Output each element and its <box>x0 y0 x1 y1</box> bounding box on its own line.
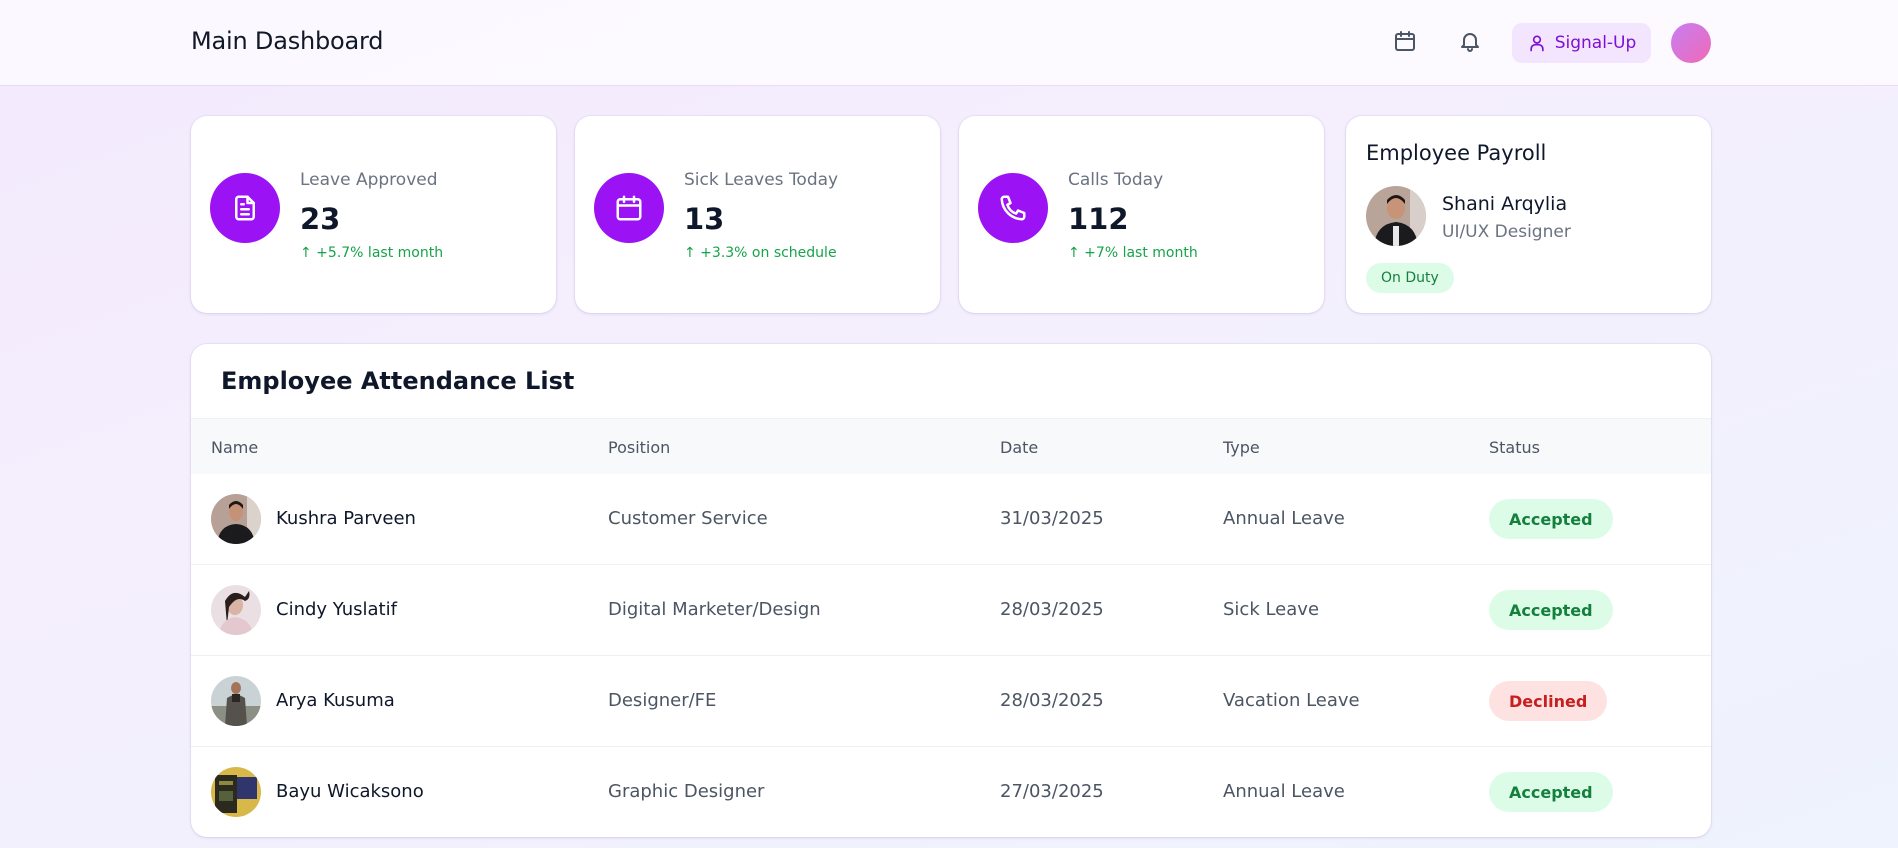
stat-change: ↑ +7% last month <box>1068 245 1198 261</box>
status-badge: Accepted <box>1489 772 1613 812</box>
person-photo-icon <box>211 676 261 726</box>
stat-label: Leave Approved <box>300 170 438 190</box>
employee-attendance-card: Employee Attendance List Name Position D… <box>191 344 1711 837</box>
stat-icon-circle <box>594 173 664 243</box>
phone-icon <box>1000 195 1026 221</box>
employee-payroll-card[interactable]: Employee Payroll Shani Arqylia UI/UX Des… <box>1346 116 1711 313</box>
top-bar: Main Dashboard Signal-Up <box>0 0 1898 86</box>
table-row[interactable]: Bayu Wicaksono Graphic Designer 27/03/20… <box>191 747 1711 837</box>
employee-avatar <box>211 767 261 817</box>
stat-label: Calls Today <box>1068 170 1164 190</box>
user-icon <box>1530 35 1544 52</box>
status-badge: Accepted <box>1489 590 1613 630</box>
document-icon <box>235 195 255 221</box>
table-row[interactable]: Kushra Parveen Customer Service 31/03/20… <box>191 474 1711 565</box>
person-photo-icon <box>211 585 261 635</box>
column-header-position[interactable]: Position <box>608 438 671 457</box>
leave-type: Annual Leave <box>1223 508 1345 529</box>
employee-name: Kushra Parveen <box>276 508 416 529</box>
person-photo-icon <box>211 494 261 544</box>
stat-card-sick-leaves: Sick Leaves Today 13 ↑ +3.3% on schedule <box>575 116 940 313</box>
status-badge: Declined <box>1489 681 1608 721</box>
stat-icon-circle <box>978 173 1048 243</box>
stat-change: ↑ +3.3% on schedule <box>684 245 837 261</box>
stat-change: ↑ +5.7% last month <box>300 245 444 261</box>
payroll-title: Employee Payroll <box>1366 141 1547 165</box>
employee-position: Customer Service <box>608 508 768 529</box>
employee-avatar <box>211 676 261 726</box>
employee-name: Shani Arqylia <box>1442 193 1568 215</box>
stat-value: 13 <box>684 202 725 236</box>
leave-type: Vacation Leave <box>1223 690 1360 711</box>
signup-button[interactable]: Signal-Up <box>1512 23 1651 63</box>
table-row[interactable]: Arya Kusuma Designer/FE 28/03/2025 Vacat… <box>191 656 1711 747</box>
calendar-button[interactable] <box>1392 28 1418 54</box>
stat-card-leave-approved: Leave Approved 23 ↑ +5.7% last month <box>191 116 556 313</box>
duty-status-badge: On Duty <box>1366 263 1454 293</box>
storefront-photo-icon <box>211 767 261 817</box>
stat-icon-circle <box>210 173 280 243</box>
page-title: Main Dashboard <box>191 27 384 55</box>
leave-type: Annual Leave <box>1223 781 1345 802</box>
employee-avatar <box>1366 186 1426 246</box>
calendar-icon <box>616 195 642 221</box>
notifications-button[interactable] <box>1457 28 1483 54</box>
employee-position: Graphic Designer <box>608 781 765 802</box>
attendance-title: Employee Attendance List <box>221 367 575 395</box>
person-photo-icon <box>1366 186 1426 246</box>
employee-position: Designer/FE <box>608 690 717 711</box>
column-header-status[interactable]: Status <box>1489 438 1540 457</box>
user-avatar[interactable] <box>1671 23 1711 63</box>
stat-label: Sick Leaves Today <box>684 170 839 190</box>
employee-avatar <box>211 494 261 544</box>
stat-value: 112 <box>1068 202 1129 236</box>
leave-type: Sick Leave <box>1223 599 1320 620</box>
employee-avatar <box>211 585 261 635</box>
status-badge: Accepted <box>1489 499 1613 539</box>
employee-role: UI/UX Designer <box>1442 222 1571 242</box>
leave-date: 31/03/2025 <box>1000 508 1104 529</box>
employee-position: Digital Marketer/Design <box>608 599 821 620</box>
bell-icon <box>1461 33 1479 52</box>
leave-date: 28/03/2025 <box>1000 599 1104 620</box>
column-header-date[interactable]: Date <box>1000 438 1039 457</box>
leave-date: 27/03/2025 <box>1000 781 1104 802</box>
employee-name: Cindy Yuslatif <box>276 599 397 620</box>
employee-name: Bayu Wicaksono <box>276 781 424 802</box>
signup-label: Signal-Up <box>1554 33 1637 53</box>
stat-value: 23 <box>300 202 341 236</box>
column-header-type[interactable]: Type <box>1223 438 1260 457</box>
leave-date: 28/03/2025 <box>1000 690 1104 711</box>
table-header: Name Position Date Type Status <box>191 418 1711 474</box>
table-row[interactable]: Cindy Yuslatif Digital Marketer/Design 2… <box>191 565 1711 656</box>
calendar-icon <box>1395 31 1415 51</box>
stat-card-calls-today: Calls Today 112 ↑ +7% last month <box>959 116 1324 313</box>
column-header-name[interactable]: Name <box>211 438 259 457</box>
employee-name: Arya Kusuma <box>276 690 395 711</box>
